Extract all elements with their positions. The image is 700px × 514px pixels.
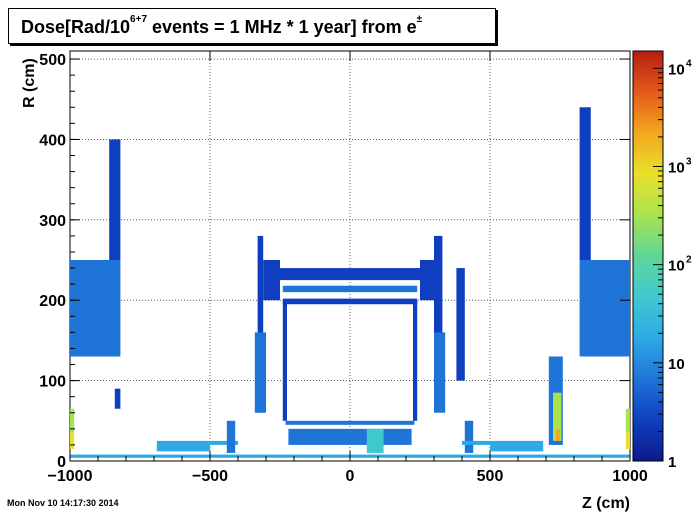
dose-region xyxy=(579,107,591,261)
dose-region xyxy=(464,420,474,453)
chart-title-box: Dose[Rad/106+7 events = 1 MHz * 1 year] … xyxy=(8,8,496,44)
dose-region xyxy=(413,300,418,421)
y-tick-label: 200 xyxy=(39,293,66,310)
x-tick-label: 0 xyxy=(346,468,355,485)
dose-regions xyxy=(70,107,630,458)
title-pre: Dose[Rad/10 xyxy=(21,17,131,37)
y-tick-label: 400 xyxy=(39,132,66,149)
dose-region xyxy=(70,432,75,449)
colorbar xyxy=(632,50,664,462)
x-tick-label: 500 xyxy=(477,468,504,485)
dose-region xyxy=(70,260,121,357)
title-mid: events = 1 MHz * 1 year] from e xyxy=(147,17,417,37)
timestamp: Mon Nov 10 14:17:30 2014 xyxy=(7,498,119,508)
dose-region xyxy=(156,440,238,445)
dose-region xyxy=(420,260,437,301)
dose-region xyxy=(625,432,630,449)
x-tick-label: 1000 xyxy=(612,468,648,485)
colorbar-tick-label: 10 xyxy=(668,159,685,176)
y-tick-label: 100 xyxy=(39,374,66,391)
dose-region xyxy=(579,260,630,357)
dose-region xyxy=(434,235,443,357)
dose-region xyxy=(285,420,415,425)
x-axis-label: Z (cm) xyxy=(582,495,630,512)
colorbar-tick-exponent: 4 xyxy=(686,58,692,69)
colorbar-tick-exponent: 2 xyxy=(686,255,692,266)
dose-region xyxy=(263,260,280,301)
title-sup2: ± xyxy=(416,14,423,25)
y-axis-label: R (cm) xyxy=(21,58,38,108)
chart-title: Dose[Rad/106+7 events = 1 MHz * 1 year] … xyxy=(21,14,423,38)
dose-region xyxy=(625,408,630,433)
dose-region xyxy=(434,332,446,413)
dose-region xyxy=(288,428,412,445)
title-sup1: 6+7 xyxy=(130,14,148,25)
colorbar-tick-label: 10 xyxy=(668,356,685,373)
dose-region xyxy=(254,332,266,413)
colorbar-tick-label: 1 xyxy=(668,454,676,471)
axes: −1000 −500 0 500 1000 0 100 200 300 400 500 xyxy=(39,51,648,485)
dose-region xyxy=(156,444,210,452)
dose-region xyxy=(462,440,544,445)
dose-region xyxy=(282,285,418,293)
dose-region xyxy=(282,298,418,305)
dose-region xyxy=(109,139,121,261)
colorbar-tick-exponent: 3 xyxy=(686,156,692,167)
dose-region xyxy=(282,300,287,421)
x-tick-label: −500 xyxy=(192,468,228,485)
dose-region xyxy=(366,428,384,453)
y-tick-label: 500 xyxy=(39,52,66,69)
dose-region xyxy=(114,388,121,409)
dose-region xyxy=(553,392,562,441)
x-tick-label: −1000 xyxy=(48,468,93,485)
colorbar-tick-label: 10 xyxy=(668,258,685,275)
dose-region xyxy=(456,268,465,381)
dose-region xyxy=(555,428,560,441)
dose-region xyxy=(490,444,544,452)
y-tick-label: 300 xyxy=(39,213,66,230)
colorbar-tick-label: 10 xyxy=(668,61,685,78)
dose-region xyxy=(226,420,236,453)
y-tick-label: 0 xyxy=(57,454,66,471)
dose-region xyxy=(280,268,420,281)
dose-region xyxy=(257,235,264,357)
dose-region xyxy=(70,408,75,433)
